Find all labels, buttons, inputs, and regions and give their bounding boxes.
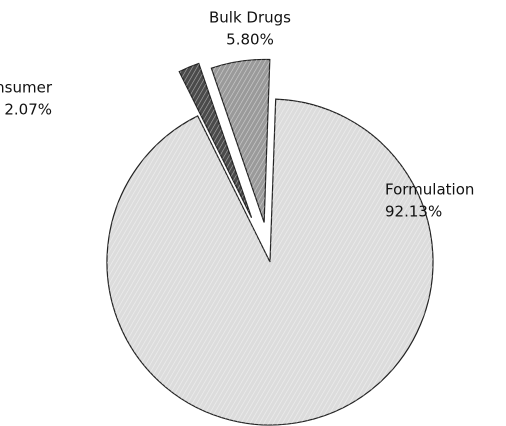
slice-value-label: 92.13%	[385, 203, 442, 221]
slice-label: Formulation	[385, 181, 474, 199]
slice-label: Bulk Drugs	[209, 9, 291, 27]
slice-label: Consumer	[0, 79, 53, 97]
slice-texture	[179, 63, 252, 218]
slice-value-label: 2.07%	[4, 101, 52, 119]
slice-value-label: 5.80%	[226, 31, 274, 49]
slice-texture	[106, 99, 433, 426]
slice-texture	[211, 59, 270, 223]
